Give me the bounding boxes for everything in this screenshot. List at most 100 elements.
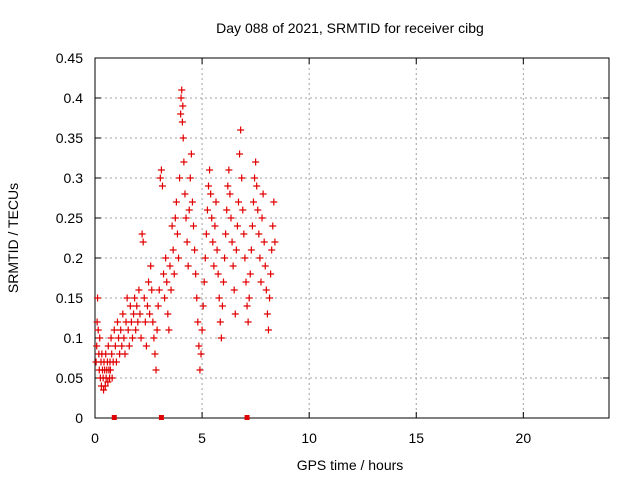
- data-point: [218, 302, 226, 310]
- data-point: [107, 334, 115, 342]
- data-point: [268, 246, 276, 254]
- data-point: [127, 318, 135, 326]
- data-point: [260, 238, 268, 246]
- x-tick-labels: 0 5 10 15 20: [91, 430, 531, 446]
- data-point: [195, 342, 203, 350]
- data-point: [221, 254, 229, 262]
- data-point: [113, 318, 121, 326]
- data-point: [165, 326, 173, 334]
- data-point: [196, 366, 204, 374]
- data-point: [176, 174, 184, 182]
- data-point: [180, 158, 188, 166]
- data-point: [158, 182, 166, 190]
- data-point: [266, 294, 274, 302]
- data-point: [201, 254, 209, 262]
- data-point: [164, 310, 172, 318]
- data-point: [193, 294, 201, 302]
- data-point: [239, 206, 247, 214]
- baseline-marker: [244, 415, 250, 420]
- data-point: [234, 198, 242, 206]
- data-point: [104, 378, 112, 386]
- data-point: [128, 334, 136, 342]
- data-point: [106, 366, 114, 374]
- data-point: [210, 262, 218, 270]
- data-point: [163, 278, 171, 286]
- y-tick-label: 0: [75, 410, 83, 426]
- data-point: [121, 350, 129, 358]
- data-point: [232, 246, 240, 254]
- data-point: [126, 302, 134, 310]
- x-tick-label: 10: [301, 430, 317, 446]
- data-point: [270, 198, 278, 206]
- x-tick-label: 20: [516, 430, 532, 446]
- data-point: [140, 294, 148, 302]
- data-point: [139, 238, 147, 246]
- data-point: [179, 102, 187, 110]
- data-point: [241, 254, 249, 262]
- data-point: [257, 278, 265, 286]
- data-point: [233, 222, 241, 230]
- data-point: [178, 118, 186, 126]
- data-point: [146, 310, 154, 318]
- data-point: [162, 254, 170, 262]
- data-point: [230, 286, 238, 294]
- data-point: [102, 350, 110, 358]
- data-point: [93, 318, 101, 326]
- data-point: [269, 222, 277, 230]
- data-point: [208, 214, 216, 222]
- data-point: [172, 198, 180, 206]
- data-point: [240, 230, 248, 238]
- data-point: [228, 238, 236, 246]
- data-point: [135, 286, 143, 294]
- data-point: [136, 310, 144, 318]
- data-point: [211, 222, 219, 230]
- data-point: [214, 270, 222, 278]
- data-point: [100, 386, 108, 394]
- y-axis-title: SRMTID / TECUs: [5, 183, 21, 293]
- data-point: [151, 350, 159, 358]
- y-tick-labels: 0 0.05 0.1 0.15 0.2 0.25 0.3 0.35 0.4 0.45: [56, 50, 83, 426]
- baseline-marker: [111, 415, 117, 420]
- data-point: [259, 190, 267, 198]
- data-point: [199, 302, 207, 310]
- data-point: [244, 318, 252, 326]
- data-point: [183, 238, 191, 246]
- data-point: [203, 206, 211, 214]
- data-point: [255, 230, 263, 238]
- data-point: [141, 318, 149, 326]
- data-point: [119, 310, 127, 318]
- data-point: [152, 366, 160, 374]
- data-point: [206, 166, 214, 174]
- data-point: [153, 326, 161, 334]
- data-point: [169, 246, 177, 254]
- data-point: [182, 214, 190, 222]
- data-point: [178, 86, 186, 94]
- y-tick-label: 0.35: [56, 130, 83, 146]
- data-point: [190, 222, 198, 230]
- data-point: [118, 342, 126, 350]
- data-point: [124, 326, 132, 334]
- x-tick-label: 15: [408, 430, 424, 446]
- data-point: [177, 94, 185, 102]
- data-point: [184, 262, 192, 270]
- data-point: [264, 326, 272, 334]
- data-point: [145, 278, 153, 286]
- data-point: [181, 190, 189, 198]
- data-point: [256, 254, 264, 262]
- data-point: [94, 294, 102, 302]
- data-point: [186, 174, 194, 182]
- data-point: [205, 182, 213, 190]
- data-point: [267, 270, 275, 278]
- data-point: [217, 334, 225, 342]
- data-point: [148, 286, 156, 294]
- grid-layer: [95, 58, 609, 418]
- data-point: [215, 294, 223, 302]
- data-point: [166, 262, 174, 270]
- chart-title: Day 088 of 2021, SRMTID for receiver cib…: [216, 20, 484, 36]
- data-point: [93, 342, 101, 350]
- data-point: [188, 198, 196, 206]
- data-point: [110, 326, 118, 334]
- y-tick-label: 0.45: [56, 50, 83, 66]
- data-point: [198, 326, 206, 334]
- data-point: [223, 206, 231, 214]
